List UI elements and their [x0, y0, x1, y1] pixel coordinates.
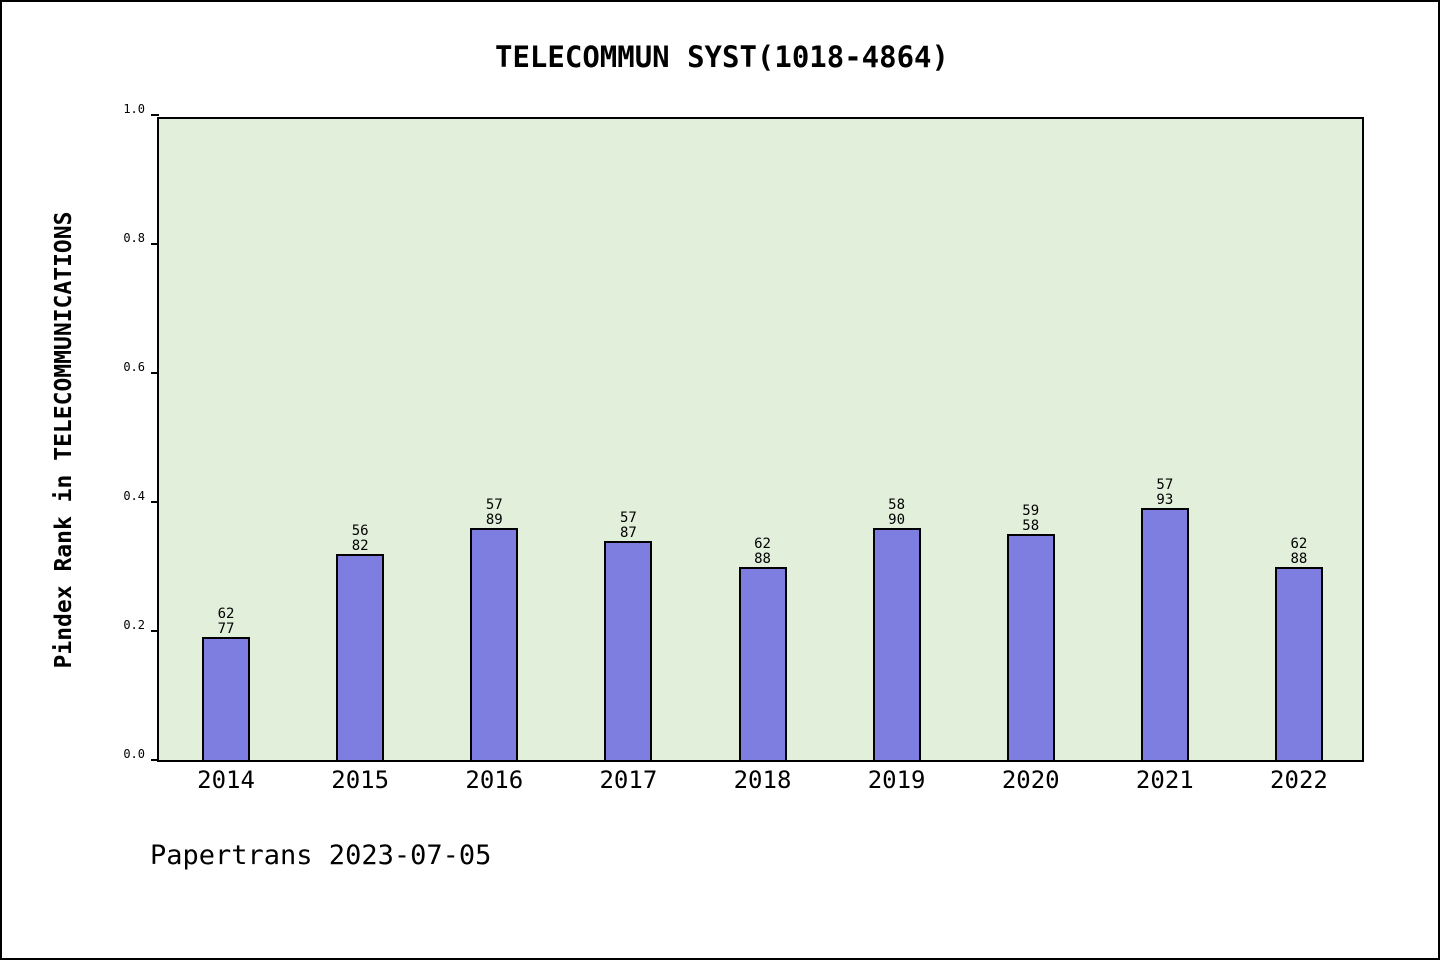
bar-value-line: 88 [1290, 550, 1308, 567]
bar-value-label: 62 88 [754, 535, 771, 567]
bar-value-line: 57 [485, 496, 503, 513]
y-axis-tick-label: 0.0 [123, 747, 145, 761]
x-axis-label-2020: 2020 [1001, 766, 1060, 794]
bar-value-label: 57 89 [485, 496, 503, 528]
bar-value-label: 57 93 [1156, 478, 1173, 508]
bar-value-line: 58 [1022, 518, 1040, 535]
y-axis-tick [151, 372, 159, 374]
x-axis-label-2015: 2015 [331, 766, 390, 794]
y-axis-tick-label: 0.4 [123, 489, 145, 503]
x-axis-label-2014: 2014 [197, 766, 255, 794]
bar-value-label: 58 90 [888, 496, 906, 528]
x-axis-label-2017: 2017 [599, 766, 658, 794]
bar-2021: 57 93 [1140, 478, 1189, 760]
plot-area: 0.0 0.2 0.4 0.6 0.8 1.0 62 77 2014 56 82 2015 57 89 20… [123, 103, 1364, 794]
y-axis-tick [151, 630, 159, 632]
bar-value-line: 93 [1156, 492, 1174, 509]
bar-value-line: 87 [619, 524, 637, 541]
bar-value-label: 59 58 [1022, 504, 1039, 534]
bar-value-label: 56 82 [351, 522, 369, 554]
bar-2017: 57 87 [604, 510, 653, 760]
x-axis-label-2016: 2016 [465, 766, 524, 794]
bar-value-line: 88 [754, 550, 771, 567]
x-axis-label-2021: 2021 [1135, 766, 1194, 794]
bar-value-label: 57 87 [619, 509, 637, 541]
bar-value-line: 77 [217, 621, 235, 638]
y-axis-tick [151, 759, 159, 761]
bar-value-label: 62 77 [218, 607, 235, 637]
y-axis-label: Pindex Rank in TELECOMMUNICATIONS [51, 211, 77, 669]
x-axis-label-2019: 2019 [867, 766, 926, 794]
y-axis-tick-label: 0.2 [123, 618, 145, 632]
bar-2015: 56 82 [336, 523, 385, 760]
bar-value-line: 82 [351, 537, 369, 554]
bar-value-line: 58 [888, 496, 906, 513]
bar-value-line: 59 [1022, 503, 1040, 520]
bar-2016: 57 89 [470, 497, 519, 760]
y-axis-tick [151, 114, 159, 116]
bar-value-line: 62 [1290, 535, 1308, 552]
bar-2014: 62 77 [202, 607, 251, 760]
bar-2019: 58 90 [872, 497, 921, 760]
chart-title: TELECOMMUN SYST(1018-4864) [495, 40, 949, 74]
bar-2020: 59 58 [1006, 504, 1055, 760]
y-axis-tick [151, 501, 159, 503]
footer-note: Papertrans 2023-07-05 [150, 840, 492, 871]
bar-value-line: 90 [888, 511, 906, 528]
bar-value-line: 62 [217, 606, 235, 623]
bar-value-line: 62 [754, 535, 771, 552]
x-axis-label-2018: 2018 [733, 766, 792, 794]
y-axis-tick-label: 0.8 [123, 231, 145, 245]
bar-value-line: 89 [485, 511, 503, 528]
y-axis-tick [151, 243, 159, 245]
bar-value-label: 62 88 [1290, 535, 1308, 567]
bar-value-line: 57 [619, 509, 637, 526]
bar-value-line: 56 [351, 522, 369, 539]
y-axis-tick-label: 0.6 [123, 360, 145, 374]
bar-2022: 62 88 [1274, 536, 1323, 760]
x-axis-label-2022: 2022 [1270, 766, 1328, 794]
bar-2018: 62 88 [738, 536, 787, 760]
bar-value-line: 57 [1156, 477, 1174, 494]
y-axis-tick-label: 1.0 [123, 102, 145, 116]
